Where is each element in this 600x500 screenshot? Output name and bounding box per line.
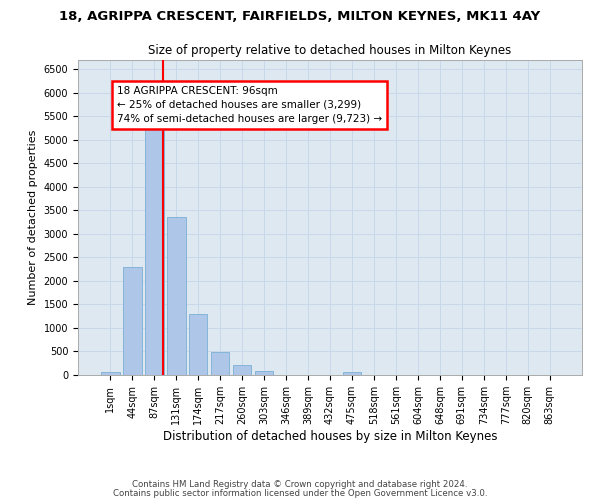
Bar <box>145 119 164 375</box>
Bar <box>101 372 119 375</box>
Bar <box>189 314 208 375</box>
Title: Size of property relative to detached houses in Milton Keynes: Size of property relative to detached ho… <box>148 44 512 58</box>
Text: Contains public sector information licensed under the Open Government Licence v3: Contains public sector information licen… <box>113 488 487 498</box>
Bar <box>255 371 274 375</box>
Bar <box>233 365 251 375</box>
Bar <box>211 352 229 375</box>
Text: Contains HM Land Registry data © Crown copyright and database right 2024.: Contains HM Land Registry data © Crown c… <box>132 480 468 489</box>
Text: 18, AGRIPPA CRESCENT, FAIRFIELDS, MILTON KEYNES, MK11 4AY: 18, AGRIPPA CRESCENT, FAIRFIELDS, MILTON… <box>59 10 541 23</box>
Text: 18 AGRIPPA CRESCENT: 96sqm
← 25% of detached houses are smaller (3,299)
74% of s: 18 AGRIPPA CRESCENT: 96sqm ← 25% of deta… <box>117 86 382 124</box>
Bar <box>123 268 142 375</box>
X-axis label: Distribution of detached houses by size in Milton Keynes: Distribution of detached houses by size … <box>163 430 497 443</box>
Bar <box>167 216 185 375</box>
Y-axis label: Number of detached properties: Number of detached properties <box>28 130 38 305</box>
Bar <box>343 372 361 375</box>
